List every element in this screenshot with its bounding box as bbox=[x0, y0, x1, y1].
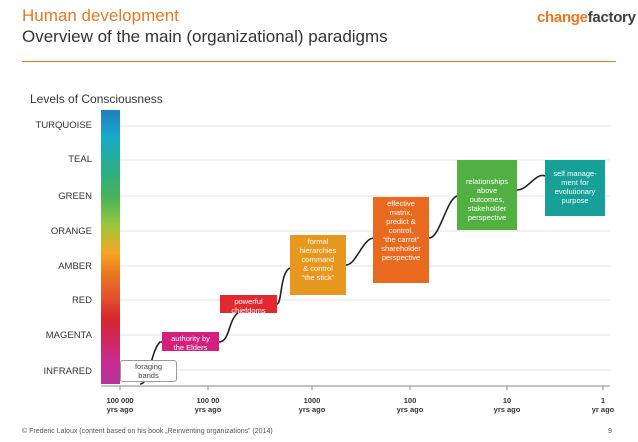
paradigm-green-box: relationships above outcomes, stakeholde… bbox=[457, 160, 517, 230]
level-label-magenta: MAGENTA bbox=[45, 330, 92, 341]
time-label: 100 yrs ago bbox=[385, 396, 435, 414]
time-label: 100 000 yrs ago bbox=[95, 396, 145, 414]
paradigm-orange-line: effective bbox=[387, 199, 415, 208]
time-label-value: 100 bbox=[403, 396, 417, 405]
paradigm-amber-line: “the stick” bbox=[301, 273, 335, 282]
time-label-unit: yrs ago bbox=[106, 405, 134, 414]
level-label-amber: AMBER bbox=[58, 261, 92, 272]
footer-credit: © Frederic Laloux (content based on his … bbox=[22, 428, 273, 435]
paradigm-red-line: powerful bbox=[234, 297, 263, 306]
paradigm-teal-line: ment for bbox=[561, 178, 589, 187]
paradigm-orange-line: shareholder bbox=[381, 244, 421, 253]
level-label-infrared: INFRARED bbox=[43, 366, 92, 377]
paradigm-infrared-line: bands bbox=[138, 371, 159, 380]
paradigm-magenta-line: authority by bbox=[171, 334, 210, 343]
time-label-unit: yrs ago bbox=[194, 405, 222, 414]
paradigm-red-box: powerful chiefdoms bbox=[220, 295, 277, 315]
paradigm-orange-line: matrix, bbox=[389, 208, 413, 217]
paradigm-amber-line: & control bbox=[303, 264, 333, 273]
time-label-value: 1000 bbox=[303, 396, 321, 405]
level-label-turquoise: TURQUOISE bbox=[35, 120, 92, 131]
time-label: 1 yr ago bbox=[578, 396, 628, 414]
time-label-value: 100 00 bbox=[196, 396, 220, 405]
level-label-red: RED bbox=[71, 295, 92, 306]
grid-lines bbox=[120, 125, 610, 371]
logo-part2: factory bbox=[587, 9, 636, 26]
time-label-value: 10 bbox=[502, 396, 512, 405]
paradigm-amber-line: formal bbox=[307, 237, 329, 246]
paradigm-green-line: above bbox=[476, 186, 498, 195]
paradigm-orange-line: “the carrot” bbox=[382, 235, 420, 244]
paradigm-orange-line: predict & bbox=[386, 217, 416, 226]
level-label-green: GREEN bbox=[58, 191, 92, 202]
title: Human development bbox=[22, 6, 179, 25]
paradigm-amber-box: formal hierarchies command & control “th… bbox=[290, 235, 346, 295]
level-label-orange: ORANGE bbox=[50, 226, 92, 237]
paradigm-red-line: chiefdoms bbox=[231, 306, 266, 315]
time-label: 10 yrs ago bbox=[482, 396, 532, 414]
paradigm-magenta-box: authority by the Elders bbox=[162, 332, 219, 352]
paradigm-infrared-box: foraging bands bbox=[120, 360, 177, 382]
paradigm-infrared-line: foraging bbox=[134, 362, 163, 371]
consciousness-color-bar bbox=[101, 110, 120, 384]
time-label: 100 00 yrs ago bbox=[183, 396, 233, 414]
axis-title: Levels of Consciousness bbox=[30, 92, 163, 106]
logo: changefactory bbox=[537, 9, 636, 27]
time-label-unit: yrs ago bbox=[396, 405, 424, 414]
paradigm-green-line: outcomes, bbox=[469, 195, 505, 204]
time-axis-ticks bbox=[119, 386, 604, 390]
paradigm-orange-line: control, bbox=[388, 226, 414, 235]
paradigm-amber-line: hierarchies bbox=[299, 246, 337, 255]
paradigm-teal-line: purpose bbox=[561, 196, 589, 205]
level-label-teal: TEAL bbox=[68, 154, 92, 165]
paradigm-amber-line: command bbox=[301, 255, 335, 264]
time-label-value: 1 bbox=[600, 396, 606, 405]
paradigm-green-line: relationships bbox=[465, 177, 509, 186]
paradigm-magenta-line: the Elders bbox=[173, 343, 208, 352]
paradigm-teal-box: self manage- ment for evolutionary purpo… bbox=[545, 160, 605, 216]
time-label-unit: yrs ago bbox=[493, 405, 521, 414]
paradigm-orange-line: perspective bbox=[381, 253, 421, 262]
time-label: 1000 yrs ago bbox=[287, 396, 337, 414]
paradigm-teal-line: self manage- bbox=[553, 169, 597, 178]
header-rule bbox=[22, 61, 616, 62]
time-label-unit: yrs ago bbox=[298, 405, 326, 414]
time-label-value: 100 000 bbox=[106, 396, 134, 405]
paradigm-teal-line: evolutionary bbox=[554, 187, 596, 196]
time-label-unit: yr ago bbox=[591, 405, 615, 414]
subtitle: Overview of the main (organizational) pa… bbox=[22, 27, 388, 46]
page-number: 9 bbox=[608, 428, 612, 435]
paradigm-orange-box: effective matrix, predict & control, “th… bbox=[373, 197, 429, 283]
paradigm-green-line: stakeholder bbox=[467, 204, 507, 213]
paradigm-green-line: perspective bbox=[467, 213, 507, 222]
logo-part1: change bbox=[537, 9, 588, 26]
